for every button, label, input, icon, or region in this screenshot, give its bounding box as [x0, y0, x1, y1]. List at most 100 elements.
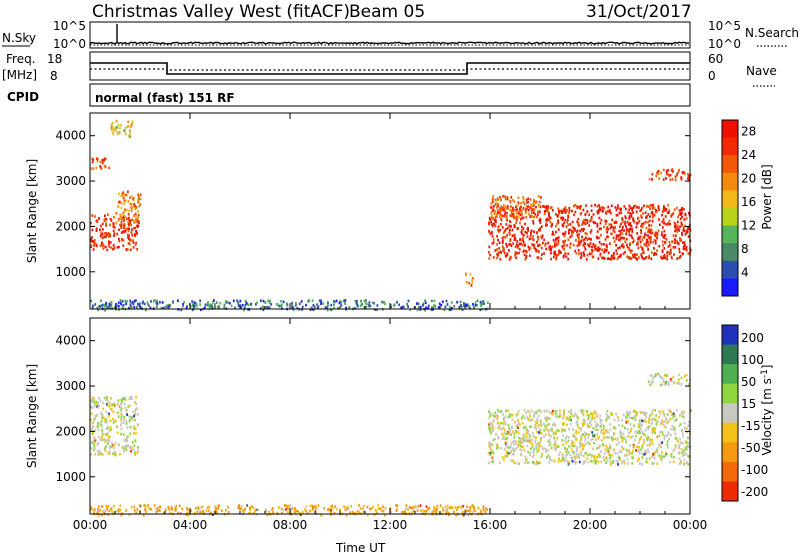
scatter-cell: [575, 414, 578, 417]
scatter-cell: [340, 304, 343, 307]
scatter-cell: [642, 212, 644, 215]
nave-tick-top: 60: [708, 52, 723, 66]
scatter-cell: [538, 441, 540, 445]
scatter-cell: [582, 229, 585, 233]
scatter-cell: [563, 234, 566, 238]
scatter-cell: [619, 432, 622, 436]
scatter-cell: [557, 228, 560, 231]
scatter-cell: [92, 248, 95, 251]
scatter-cell: [680, 383, 683, 386]
scatter-cell: [528, 248, 531, 251]
scatter-cell: [572, 243, 575, 247]
scatter-cell: [156, 509, 159, 512]
scatter-cell: [384, 506, 387, 510]
scatter-cell: [663, 414, 666, 417]
scatter-cell: [629, 212, 631, 215]
scatter-cell: [531, 432, 534, 435]
scatter-cell: [344, 302, 346, 305]
scatter-cell: [537, 228, 540, 232]
scatter-cell: [105, 232, 107, 235]
scatter-cell: [427, 304, 430, 308]
scatter-cell: [685, 452, 688, 456]
scatter-cell: [312, 308, 315, 312]
scatter-cell: [667, 222, 670, 225]
scatter-cell: [669, 244, 671, 247]
scatter-cell: [594, 425, 597, 429]
scatter-cell: [636, 241, 639, 244]
scatter-cell: [112, 452, 114, 455]
scatter-cell: [614, 206, 617, 209]
scatter-cell: [645, 416, 648, 419]
x-tick-label: 12:00: [373, 518, 408, 532]
scatter-cell: [598, 227, 601, 231]
scatter-cell: [638, 429, 641, 433]
scatter-cell: [538, 210, 541, 214]
scatter-cell: [90, 447, 93, 450]
scatter-cell: [584, 439, 587, 442]
scatter-cell: [657, 229, 660, 233]
scatter-cell: [134, 212, 137, 216]
scatter-cell: [547, 218, 549, 222]
scatter-cell: [116, 411, 119, 415]
scatter-cell: [93, 442, 96, 446]
scatter-cell: [616, 437, 619, 440]
scatter-cell: [608, 223, 611, 226]
scatter-cell: [419, 305, 422, 309]
scatter-cell: [355, 302, 358, 305]
scatter-cell: [437, 306, 440, 309]
scatter-cell: [605, 444, 608, 448]
scatter-cell: [682, 463, 685, 466]
scatter-cell: [646, 204, 648, 208]
scatter-cell: [114, 126, 117, 129]
scatter-cell: [663, 222, 666, 225]
scatter-cell: [488, 230, 490, 233]
scatter-cell: [664, 256, 667, 260]
scatter-cell: [545, 206, 548, 210]
scatter-cell: [659, 255, 662, 259]
scatter-cell: [462, 504, 465, 508]
scatter-cell: [508, 231, 511, 235]
scatter-cell: [642, 222, 645, 225]
scatter-cell: [501, 214, 504, 218]
scatter-cell: [501, 456, 504, 459]
scatter-cell: [130, 505, 133, 509]
scatter-cell: [628, 230, 631, 234]
scatter-cell: [491, 224, 494, 228]
scatter-cell: [155, 508, 158, 512]
scatter-cell: [678, 213, 680, 216]
scatter-cell: [653, 417, 656, 421]
scatter-cell: [566, 244, 569, 247]
scatter-cell: [554, 243, 556, 247]
scatter-cell: [662, 206, 665, 210]
scatter-cell: [492, 238, 495, 241]
scatter-cell: [447, 512, 450, 515]
scatter-cell: [344, 299, 347, 302]
scatter-cell: [648, 425, 650, 428]
scatter-cell: [98, 514, 100, 517]
scatter-cell: [672, 212, 675, 215]
scatter-cell: [490, 432, 492, 435]
scatter-cell: [670, 215, 673, 218]
scatter-cell: [376, 304, 379, 307]
scatter-cell: [134, 410, 137, 413]
scatter-cell: [514, 238, 517, 241]
scatter-cell: [466, 505, 468, 508]
scatter-cell: [512, 207, 515, 211]
scatter-cell: [678, 168, 680, 172]
scatter-cell: [652, 203, 655, 207]
scatter-cell: [121, 415, 123, 418]
scatter-cell: [530, 418, 533, 422]
scatter-cell: [648, 457, 651, 460]
scatter-cell: [574, 249, 577, 253]
scatter-cell: [548, 248, 551, 251]
scatter-cell: [506, 226, 509, 230]
scatter-cell: [625, 419, 628, 423]
scatter-cell: [616, 459, 619, 462]
scatter-cell: [491, 235, 494, 238]
scatter-cell: [505, 228, 507, 231]
scatter-cell: [526, 416, 529, 420]
scatter-cell: [688, 174, 690, 178]
scatter-cell: [648, 256, 650, 260]
scatter-cell: [590, 423, 593, 427]
nave-line: [90, 68, 690, 71]
